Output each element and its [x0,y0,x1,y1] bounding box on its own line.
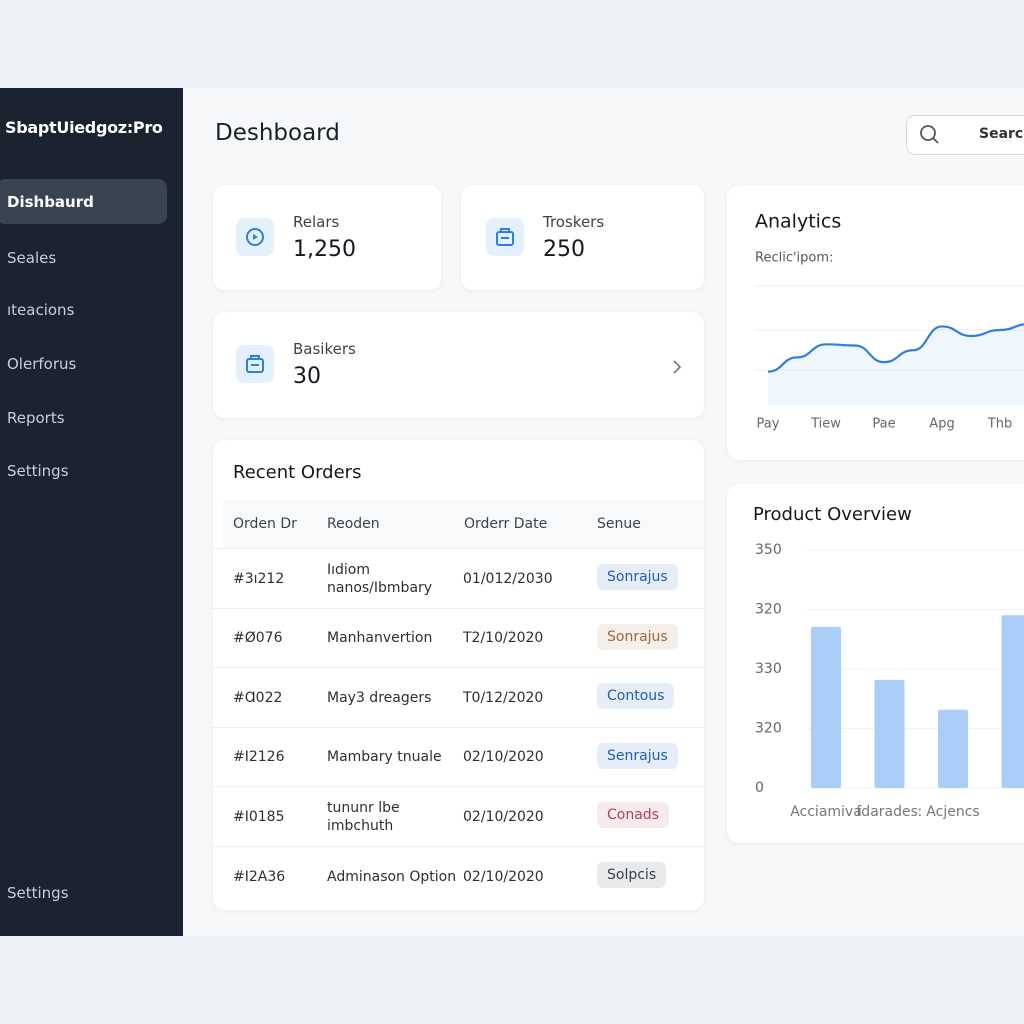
table-header [223,500,704,548]
nav-item[interactable]: Settings [7,884,69,902]
order-name: Adminason Option [327,868,457,885]
y-tick-label: 0 [755,780,764,796]
order-id: #I0185 [233,808,285,825]
x-tick-label: fdaradesː [856,804,922,820]
search-box[interactable]: Search [906,115,1024,155]
y-tick-label: 330 [755,661,782,677]
line-chart: Analytics Reclic'ipom: Pay Tiew Pae Apg Thb [755,211,1024,432]
order-id: #3ı212 [233,570,285,587]
search-placeholder: Search [979,126,1024,142]
stat-value: 250 [543,237,585,262]
line-series [767,323,1024,373]
analytics-card: Analytics Reclic'ipom: Pay Tiew Pae Apg Thb [727,186,1024,460]
nav-item[interactable]: Reports [7,409,65,427]
bar [874,679,905,788]
y-tick-label: 320 [755,721,782,737]
stat-card: Relars 1,250 [213,185,441,290]
stat-icon [486,218,524,256]
order-date: 02/10/2020 [463,808,544,825]
active-nav-highlight [0,179,167,224]
order-name: Mambary tnuale [327,749,442,766]
brand: SbaptUiedgoz:Pro [5,118,163,137]
product-card: Product Overview 350 320 330 320 0 Acciamiva f… [727,484,1024,843]
stat-label: Relars [293,213,340,231]
table-row: #I0185 tununr lbe imbchuth 02/10/2020 Conad… [213,786,704,846]
status-badge: Senrajus [597,742,678,769]
app-window: SbaptUiedgoz:Pro Dishbaurd Seales ıteaci… [0,88,1024,936]
order-id: #I2126 [233,749,285,766]
x-tick-label: Tiew [810,417,841,432]
status-badge: Conads [597,802,669,829]
chart-title: Product Overview [753,504,912,525]
sidebar: SbaptUiedgoz:Pro Dishbaurd Seales ıteaci… [0,88,183,936]
bar-chart: Product Overview 350 320 330 320 0 Acciamivaf… [753,504,1024,820]
nav-item[interactable]: Settings [7,462,69,480]
chart-title: Analytics [755,211,841,233]
line-area [768,324,1024,405]
x-tick-label: Acciamiva [790,804,862,820]
order-date: 02/10/2020 [463,749,544,766]
orders-card: Recent Orders Orden Dr Reoden Orderr Dat… [213,440,704,910]
stat-label: Troskers [543,213,605,231]
order-name: tununr lbe imbchuth [327,799,400,834]
bar [938,709,968,788]
page-title: Deshboard [215,120,340,146]
order-date: T2/10/2020 [463,630,544,647]
y-tick-label: 320 [755,602,782,618]
order-id: #Ɑ022 [233,689,283,706]
stat-label: Basikers [293,340,356,358]
nav-item[interactable]: Olerforus [7,355,77,373]
stat-value: 30 [293,364,321,389]
column-header: Reoden [327,516,380,532]
x-tick-label: Pae [872,417,895,432]
status-badge: Contous [597,683,675,710]
table-row: #3ı212 Iıdiom nanos/Ibmbary 01/012/2030 Son… [213,548,704,608]
x-tick-label: Apg [929,417,954,432]
bar [1001,615,1024,788]
column-header: Senue [597,516,641,532]
table-row: #I2126 Mambary tnuale 02/10/2020 Senrajus [213,726,704,787]
nav-item[interactable]: Dishbaurd [7,193,94,211]
status-badge: Sonrajus [597,623,678,650]
x-tick-label: Acjencs [926,804,979,820]
status-badge: Solpcis [597,862,667,888]
stat-value: 1,250 [293,237,356,262]
bar [811,626,841,788]
order-id: #Ø076 [233,630,283,647]
y-tick-label: 350 [755,542,782,558]
status-badge: Sonrajus [597,564,678,590]
nav-item[interactable]: Seales [7,249,57,267]
order-id: #I2A36 [233,868,286,885]
table-row: #Ɑ022 May3 dreagers T0/12/2020 Contous [213,667,704,727]
column-header: Orden Dr [233,516,297,532]
x-tick-label: Pay [757,417,780,432]
stat-card[interactable]: Basikers 30 [213,312,704,418]
orders-title: Recent Orders [233,462,362,483]
order-date: 01/012/2030 [463,570,553,587]
column-header: Orderr Date [464,516,548,532]
stat-icon [236,218,274,256]
order-name: Manhanvertion [327,630,433,647]
order-name: May3 dreagers [327,689,432,706]
order-name: Iıdiom nanos/Ibmbary [327,561,433,596]
stat-icon [236,345,274,383]
chart-subtitle: Reclic'ipom: [755,251,833,266]
chevron [673,360,682,374]
search-icon [920,125,939,144]
stat-card: Troskers 250 [461,185,704,290]
nav-item[interactable]: ıteacions [7,301,75,319]
table-row: #Ø076 Manhanvertion T2/10/2020 Sonrajus [213,607,704,668]
order-date: T0/12/2020 [463,689,544,706]
table-row: #I2A36 Adminason Option 02/10/2020 Solpcis [213,846,704,906]
order-date: 02/10/2020 [463,868,544,885]
x-tick-label: Thb [987,417,1012,432]
